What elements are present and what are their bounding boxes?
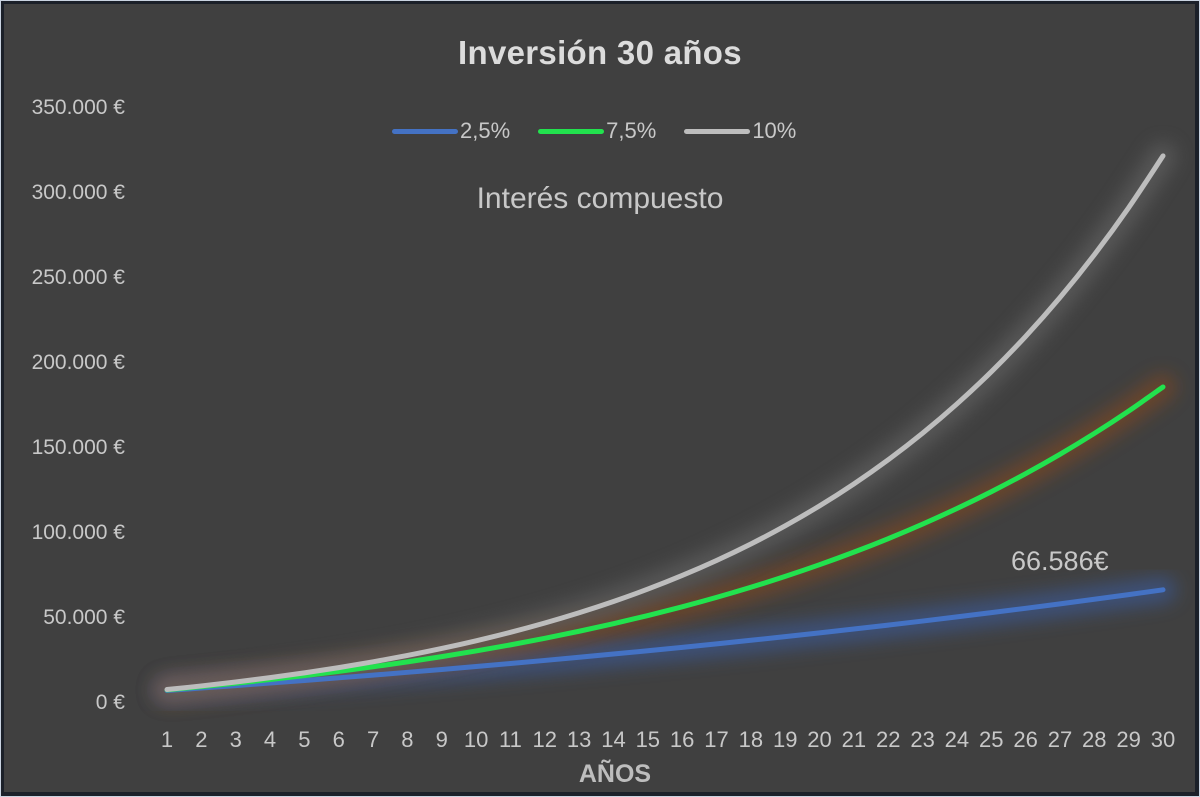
chart-title: Inversión 30 años [458,34,742,71]
x-tick-label: 16 [669,727,695,752]
x-tick-label: 7 [366,727,380,752]
x-tick-label: 4 [263,727,277,752]
y-tick-label: 50.000 € [43,606,125,629]
x-tick-label: 1 [160,727,174,752]
x-tick-label: 22 [875,727,901,752]
y-tick-label: 0 € [95,691,125,714]
legend-item-2-5[interactable]: 2,5% [392,118,510,144]
x-tick-label: 13 [566,727,592,752]
x-tick-label: 25 [979,727,1004,752]
y-tick-label: 300.000 € [31,181,125,204]
x-tick-label: 6 [332,727,345,752]
x-tick-label: 10 [463,727,489,752]
legend-item-7-5[interactable]: 7,5% [538,118,656,144]
chart-subtitle: Interés compuesto [476,182,724,215]
x-tick-label: 19 [772,727,798,752]
legend-swatch-gray-icon [684,128,751,134]
x-tick-label: 12 [532,727,558,752]
x-tick-label: 11 [499,727,522,752]
final-value-annotation: 66.586€ [1011,546,1109,576]
x-axis-label: AÑOS [578,760,652,788]
x-tick-label: 27 [1047,727,1073,752]
x-tick-label: 2 [195,727,208,752]
x-tick-label: 26 [1013,727,1038,752]
x-tick-label: 17 [704,727,729,752]
x-tick-label: 3 [229,727,242,752]
x-tick-label: 20 [807,727,832,752]
series-lines [164,153,1166,693]
x-tick-label: 23 [910,727,935,752]
legend-swatch-green-icon [538,128,605,134]
legend: 2,5% 7,5% 10% [392,118,796,144]
y-tick-label: 150.000 € [31,436,125,459]
x-tick-label: 21 [841,727,867,752]
legend-item-10[interactable]: 10% [684,118,796,144]
y-tick-label: 100.000 € [31,521,125,544]
y-tick-label: 350.000 € [31,96,125,119]
x-tick-label: 14 [601,727,626,752]
x-tick-label: 18 [738,727,764,752]
y-tick-label: 250.000 € [31,266,125,289]
x-tick-label: 28 [1082,727,1107,752]
legend-label: 7,5% [606,118,657,143]
x-tick-label: 29 [1116,727,1141,752]
legend-label: 2,5% [460,118,511,143]
x-tick-label: 9 [435,727,448,752]
x-tick-label: 15 [635,727,661,752]
x-tick-label: 8 [401,727,414,752]
x-tick-label: 30 [1150,727,1176,752]
legend-swatch-blue-icon [392,128,458,134]
legend-label: 10% [752,118,797,143]
series-line-2[interactable] [164,153,1166,693]
x-tick-label: 24 [944,727,970,752]
y-tick-label: 200.000 € [31,351,125,374]
series-line-1[interactable] [164,384,1166,693]
series-line-0[interactable] [164,587,1166,693]
x-tick-label: 5 [298,727,311,752]
